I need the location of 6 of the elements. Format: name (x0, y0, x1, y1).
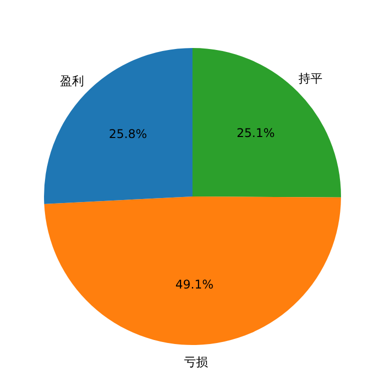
slice-label: 亏损 (184, 354, 208, 369)
data-label: 25.1% (236, 126, 275, 140)
data-label: 49.1% (175, 278, 214, 292)
slice-label: 盈利 (60, 74, 84, 88)
data-label: 25.8% (108, 127, 147, 142)
slice-label: 持平 (298, 71, 322, 86)
